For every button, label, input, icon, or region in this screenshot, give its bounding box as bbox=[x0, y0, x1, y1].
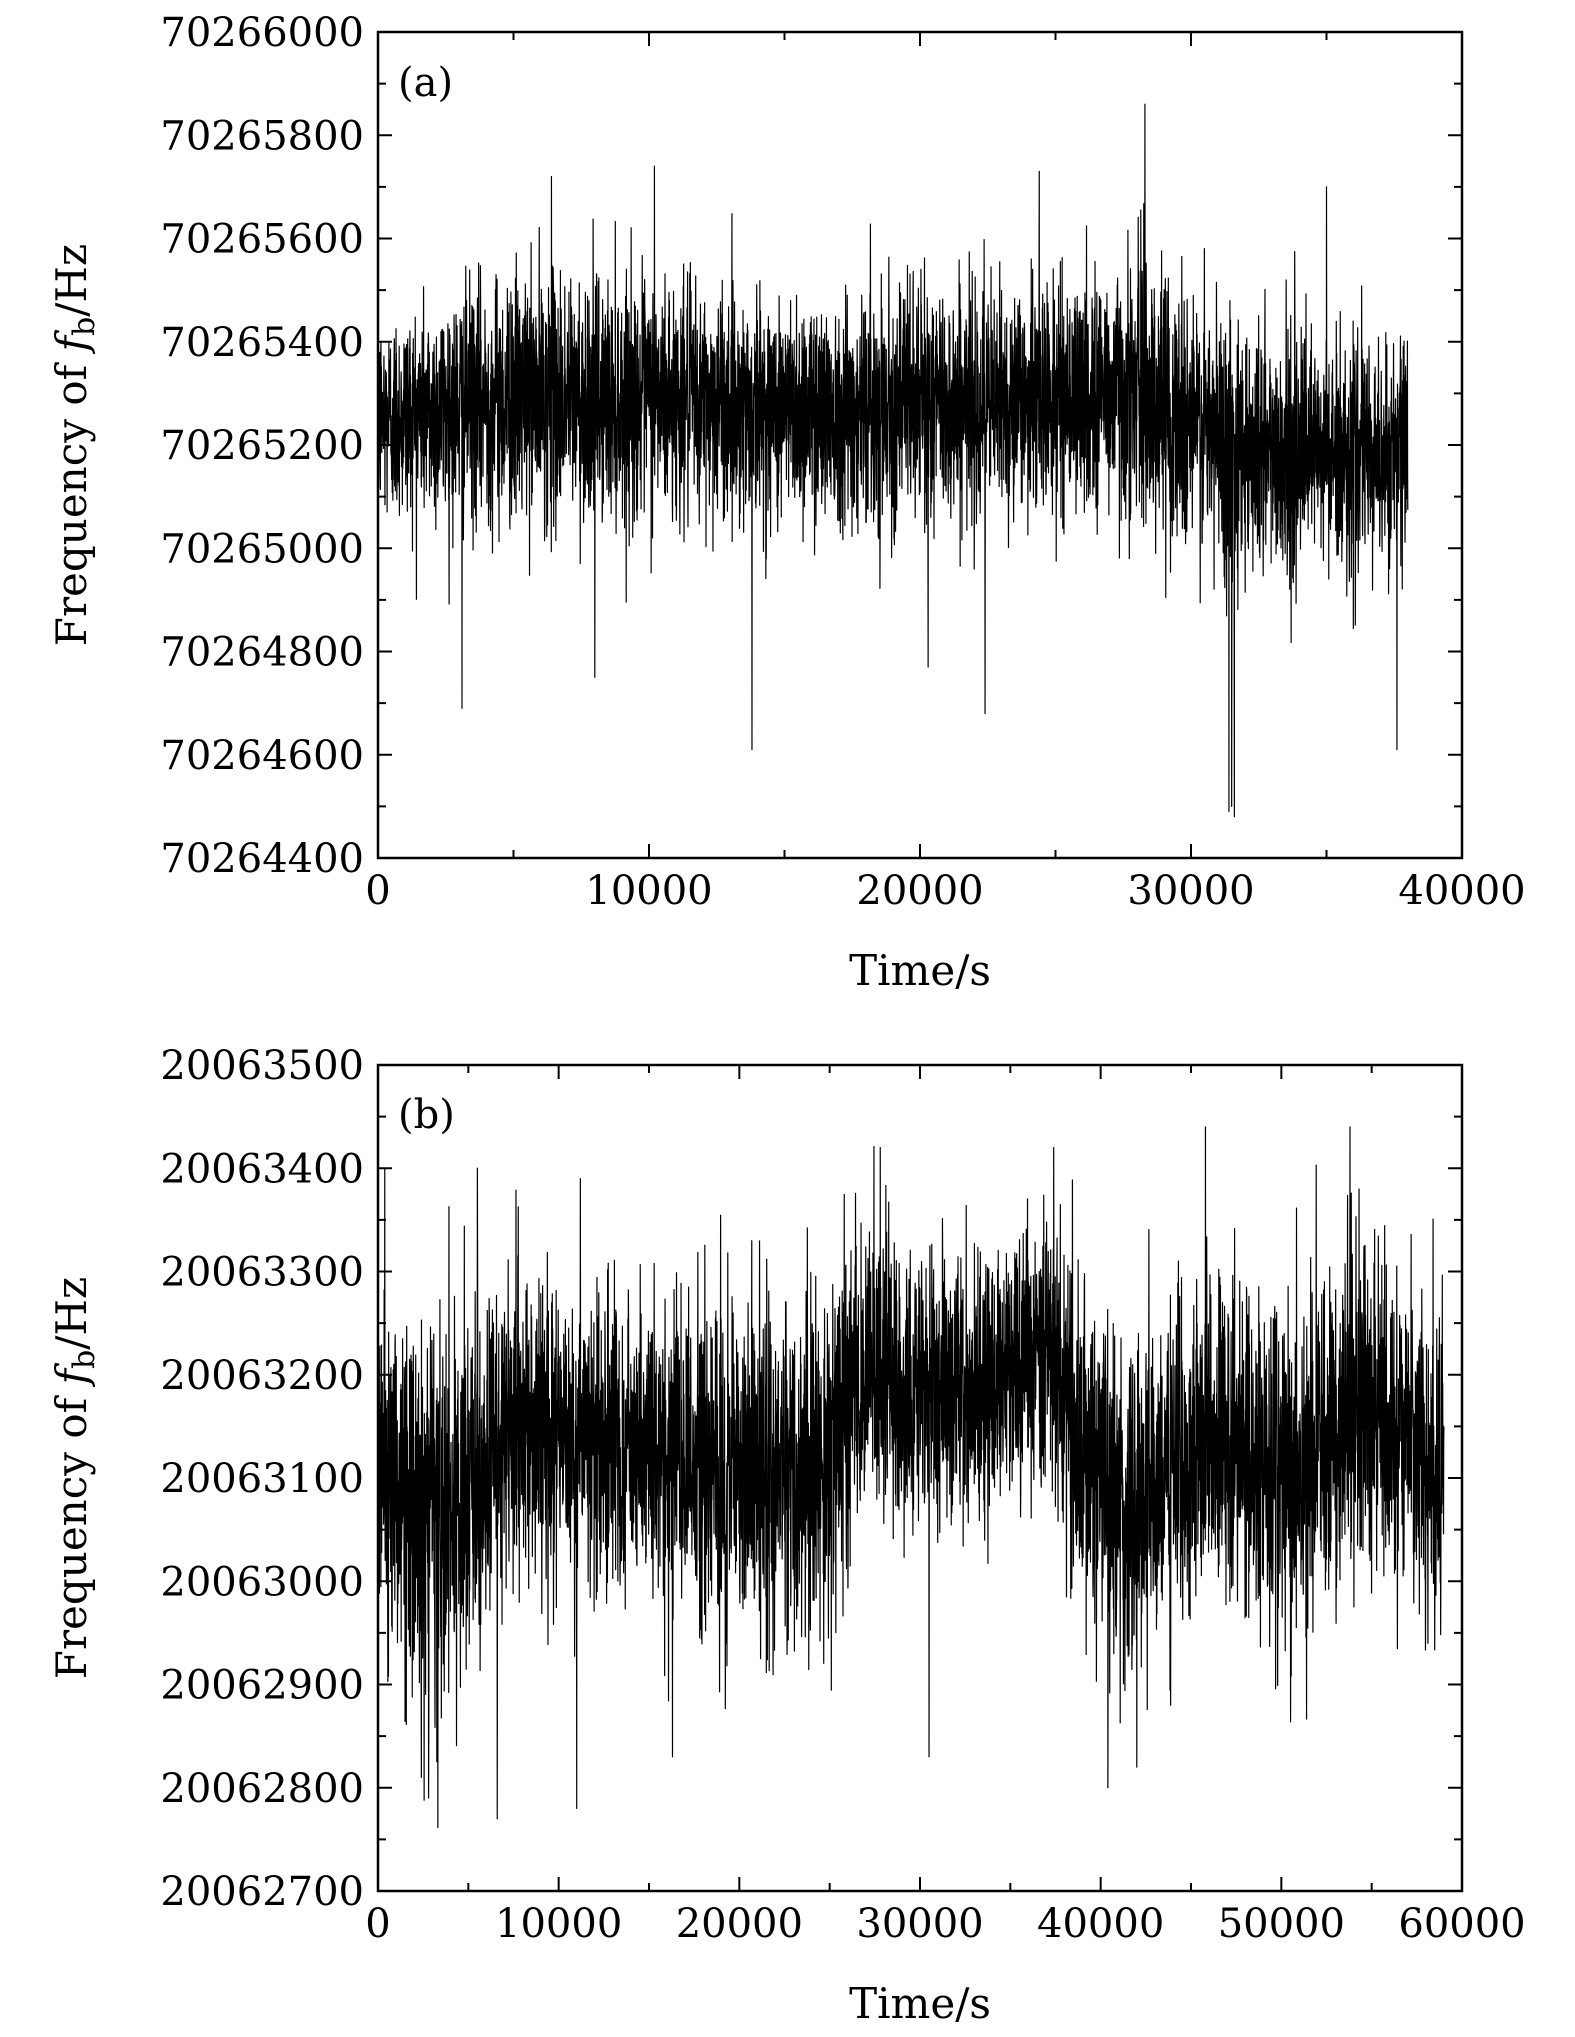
x-axis-label-a: Time/s bbox=[849, 946, 991, 995]
x-tick-label-b: 60000 bbox=[1398, 1901, 1525, 1947]
panel-label-b: (b) bbox=[398, 1092, 455, 1138]
x-tick-label-a: 0 bbox=[365, 868, 390, 914]
y-tick-label-b: 20063200 bbox=[160, 1353, 364, 1399]
series-line-b bbox=[377, 1126, 1445, 1829]
y-label-unit-b: /Hz bbox=[47, 1277, 96, 1350]
y-tick-label-b: 20063400 bbox=[160, 1146, 364, 1192]
y-tick-label-a: 70266000 bbox=[160, 10, 364, 56]
series-b bbox=[377, 1126, 1445, 1829]
y-tick-label-a: 70265800 bbox=[160, 113, 364, 159]
y-tick-label-b: 20063300 bbox=[160, 1250, 364, 1296]
y-tick-label-b: 20062900 bbox=[160, 1663, 364, 1709]
y-tick-label-b: 20063100 bbox=[160, 1456, 364, 1502]
x-tick-label-a: 30000 bbox=[1127, 868, 1254, 914]
x-tick-label-b: 50000 bbox=[1218, 1901, 1345, 1947]
y-tick-label-a: 70265400 bbox=[160, 320, 364, 366]
y-tick-label-a: 70264800 bbox=[160, 630, 364, 676]
y-tick-label-a: 70265000 bbox=[160, 526, 364, 572]
y-tick-label-a: 70265600 bbox=[160, 217, 364, 263]
x-tick-label-b: 40000 bbox=[1037, 1901, 1164, 1947]
y-tick-label-b: 20063000 bbox=[160, 1559, 364, 1605]
plot-frame-a bbox=[376, 30, 1464, 860]
x-tick-label-b: 10000 bbox=[495, 1901, 622, 1947]
ticks-b: 0 10000 20000 30000 40000 50000 60000 20062700 2… bbox=[160, 1043, 1525, 1947]
plot-frame-b bbox=[376, 1063, 1464, 1893]
y-tick-label-b: 20062700 bbox=[160, 1869, 364, 1915]
y-tick-label-a: 70264400 bbox=[160, 836, 364, 882]
x-axis-label-b: Time/s bbox=[849, 1979, 991, 2028]
series-line-a bbox=[377, 103, 1409, 818]
y-label-prefix-a: Frequency of bbox=[47, 351, 96, 646]
x-tick-label-a: 20000 bbox=[856, 868, 983, 914]
panel-a: 0 10000 20000 30000 40000 70264400 70264600 702… bbox=[47, 10, 1526, 995]
x-tick-label-a: 40000 bbox=[1398, 868, 1525, 914]
panel-b: 0 10000 20000 30000 40000 50000 60000 20062700 2… bbox=[47, 1043, 1526, 2028]
y-axis-label-b: Frequency of fb/Hz bbox=[47, 1277, 102, 1679]
x-tick-label-a: 10000 bbox=[585, 868, 712, 914]
series-a bbox=[377, 103, 1409, 818]
x-tick-label-b: 20000 bbox=[676, 1901, 803, 1947]
y-tick-label-a: 70265200 bbox=[160, 423, 364, 469]
y-tick-label-b: 20062800 bbox=[160, 1766, 364, 1812]
y-label-sub-a: b bbox=[67, 317, 102, 336]
y-label-unit-a: /Hz bbox=[47, 244, 96, 317]
y-label-sub-b: b bbox=[67, 1350, 102, 1369]
x-tick-label-b: 0 bbox=[365, 1901, 390, 1947]
y-label-prefix-b: Frequency of bbox=[47, 1384, 96, 1679]
y-tick-label-a: 70264600 bbox=[160, 733, 364, 779]
panel-label-a: (a) bbox=[398, 60, 453, 106]
y-tick-label-b: 20063500 bbox=[160, 1043, 364, 1089]
y-axis-label-a: Frequency of fb/Hz bbox=[47, 244, 102, 646]
x-tick-label-b: 30000 bbox=[856, 1901, 983, 1947]
ticks-a: 0 10000 20000 30000 40000 70264400 70264600 702… bbox=[160, 10, 1525, 914]
